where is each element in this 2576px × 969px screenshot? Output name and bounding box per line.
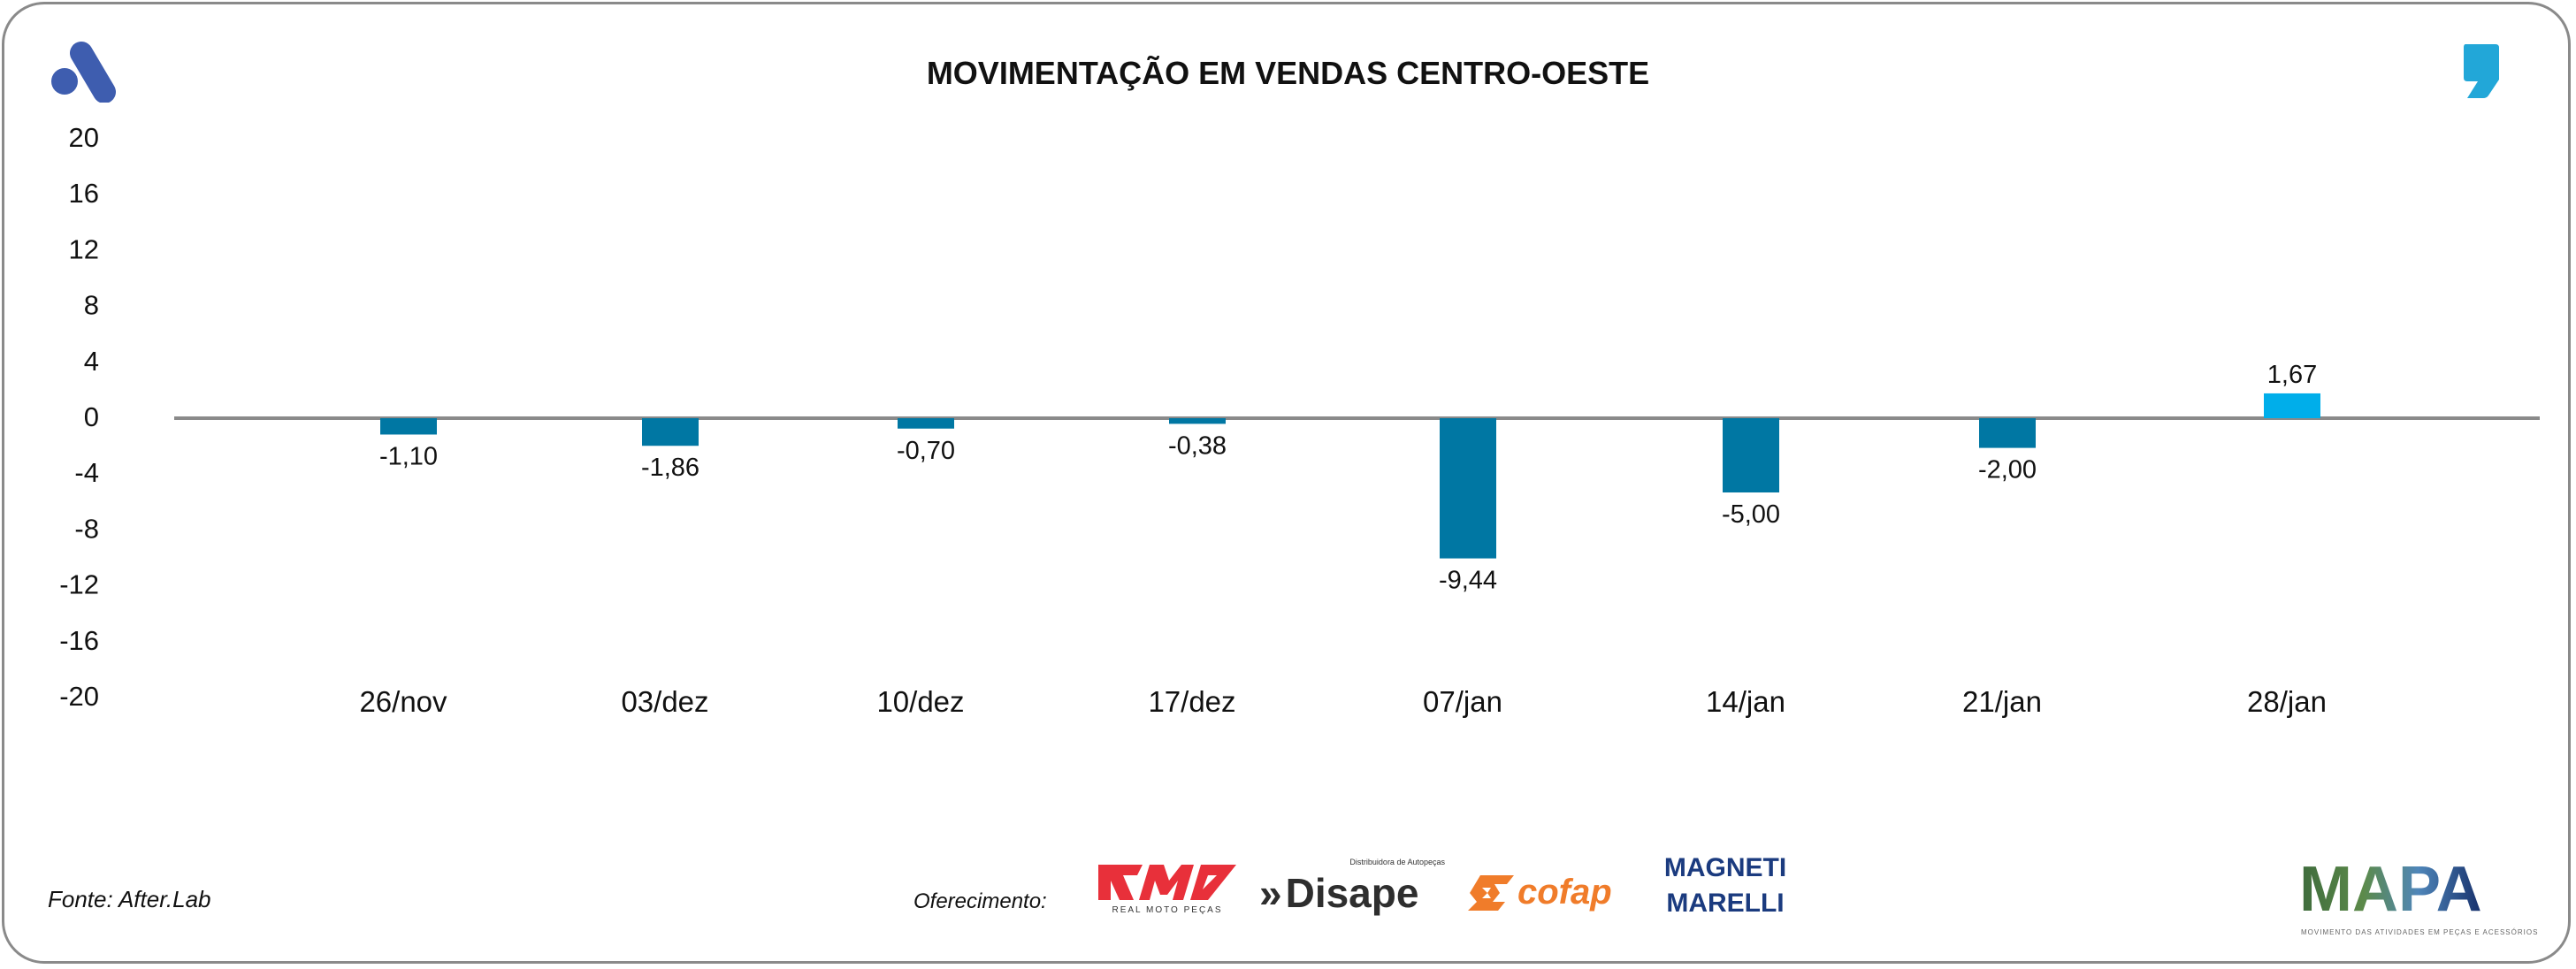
chevron-icon: » <box>1259 870 1282 916</box>
cofap-text: cofap <box>1517 873 1612 912</box>
x-tick-label: 14/jan <box>1706 685 1785 718</box>
data-label: -0,70 <box>897 437 955 465</box>
bar-26-nov <box>380 418 437 435</box>
data-label: -5,00 <box>1722 500 1780 529</box>
x-tick-label: 17/dez <box>1148 685 1235 718</box>
cofap-mark-icon <box>1468 875 1514 911</box>
bar-10-dez <box>898 418 954 429</box>
bar-21-jan <box>1979 418 2036 448</box>
marelli-text: MARELLI <box>1666 889 1785 918</box>
x-tick-label: 28/jan <box>2247 685 2327 718</box>
x-tick-label: 03/dez <box>621 685 708 718</box>
data-label: -0,38 <box>1168 431 1227 460</box>
rmp-mark-icon <box>1098 865 1236 900</box>
a-logo-icon <box>51 42 116 103</box>
mapa-subtitle: MOVIMENTO DAS ATIVIDADES EM PEÇAS E ACES… <box>2301 928 2539 936</box>
y-tick-label: -20 <box>59 681 99 712</box>
rmp-subtitle: REAL MOTO PEÇAS <box>1112 905 1223 915</box>
data-label: -1,86 <box>641 454 699 482</box>
sponsor-label: Oferecimento: <box>913 889 1047 913</box>
data-label: -1,10 <box>379 442 438 470</box>
mapa-logo: MAPA MOVIMENTO DAS ATIVIDADES EM PEÇAS E… <box>2299 854 2537 944</box>
y-tick-label: -16 <box>59 625 99 656</box>
bar-28-jan <box>2264 393 2320 418</box>
disape-logo: Distribuidora de Autopeças »Disape <box>1259 858 1445 928</box>
bar-14-jan <box>1723 418 1779 492</box>
y-tick-label: -12 <box>59 569 99 600</box>
disape-text: Disape <box>1285 870 1419 916</box>
chart-title: MOVIMENTAÇÃO EM VENDAS CENTRO-OESTE <box>926 55 1650 91</box>
data-label: 1,67 <box>2267 361 2317 389</box>
x-tick-label: 10/dez <box>876 685 964 718</box>
disape-subtitle: Distribuidora de Autopeças <box>1349 858 1445 866</box>
magneti-marelli-logo: MAGNETI MARELLI <box>1659 849 1792 925</box>
bar-03-dez <box>642 418 699 446</box>
y-tick-label: 12 <box>69 233 99 264</box>
y-tick-label: 0 <box>84 401 99 432</box>
cofap-logo: cofap <box>1468 872 1649 914</box>
disape-name: »Disape <box>1259 870 1418 916</box>
y-tick-label: -8 <box>74 513 99 544</box>
data-label: -9,44 <box>1439 567 1497 595</box>
x-tick-label: 21/jan <box>1962 685 2042 718</box>
y-tick-label: 4 <box>84 346 99 377</box>
y-tick-label: 16 <box>69 178 99 209</box>
data-label: -2,00 <box>1978 456 2037 484</box>
source-note: Fonte: After.Lab <box>48 886 211 912</box>
magneti-text: MAGNETI <box>1663 853 1787 882</box>
mapa-text: MAPA <box>2299 854 2482 925</box>
y-tick-label: 8 <box>84 290 99 321</box>
x-tick-label: 07/jan <box>1423 685 1502 718</box>
bar-17-dez <box>1169 418 1226 424</box>
bar-07-jan <box>1440 418 1496 559</box>
x-tick-label: 26/nov <box>359 685 447 718</box>
y-tick-label: 20 <box>69 122 99 153</box>
rmp-logo: REAL MOTO PEÇAS <box>1098 865 1236 923</box>
comma-quote-icon <box>2464 44 2499 98</box>
y-tick-label: -4 <box>74 457 99 488</box>
